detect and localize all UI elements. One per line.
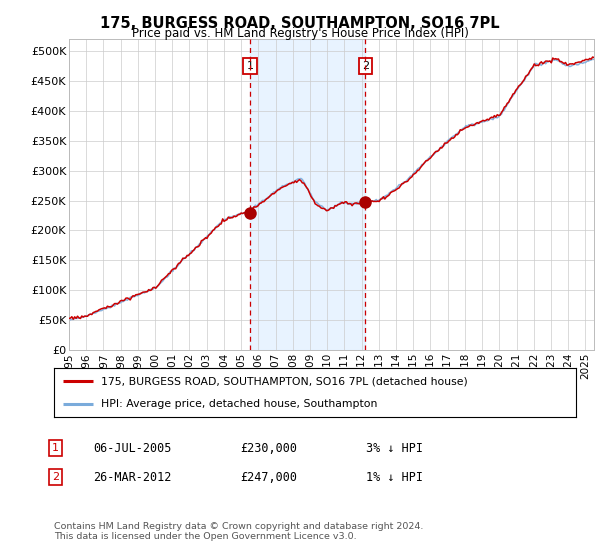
Text: 06-JUL-2005: 06-JUL-2005 [93,441,172,455]
Text: 175, BURGESS ROAD, SOUTHAMPTON, SO16 7PL: 175, BURGESS ROAD, SOUTHAMPTON, SO16 7PL [100,16,500,31]
Text: £247,000: £247,000 [240,470,297,484]
Text: 1: 1 [52,443,59,453]
Text: £230,000: £230,000 [240,441,297,455]
Text: 1: 1 [247,60,254,71]
Text: 26-MAR-2012: 26-MAR-2012 [93,470,172,484]
Text: Contains HM Land Registry data © Crown copyright and database right 2024.
This d: Contains HM Land Registry data © Crown c… [54,522,424,542]
Text: 175, BURGESS ROAD, SOUTHAMPTON, SO16 7PL (detached house): 175, BURGESS ROAD, SOUTHAMPTON, SO16 7PL… [101,376,468,386]
Text: Price paid vs. HM Land Registry's House Price Index (HPI): Price paid vs. HM Land Registry's House … [131,27,469,40]
Text: HPI: Average price, detached house, Southampton: HPI: Average price, detached house, Sout… [101,399,377,409]
Text: 1% ↓ HPI: 1% ↓ HPI [366,470,423,484]
Text: 3% ↓ HPI: 3% ↓ HPI [366,441,423,455]
Text: 2: 2 [52,472,59,482]
Text: 2: 2 [362,60,369,71]
Bar [250,39,365,350]
